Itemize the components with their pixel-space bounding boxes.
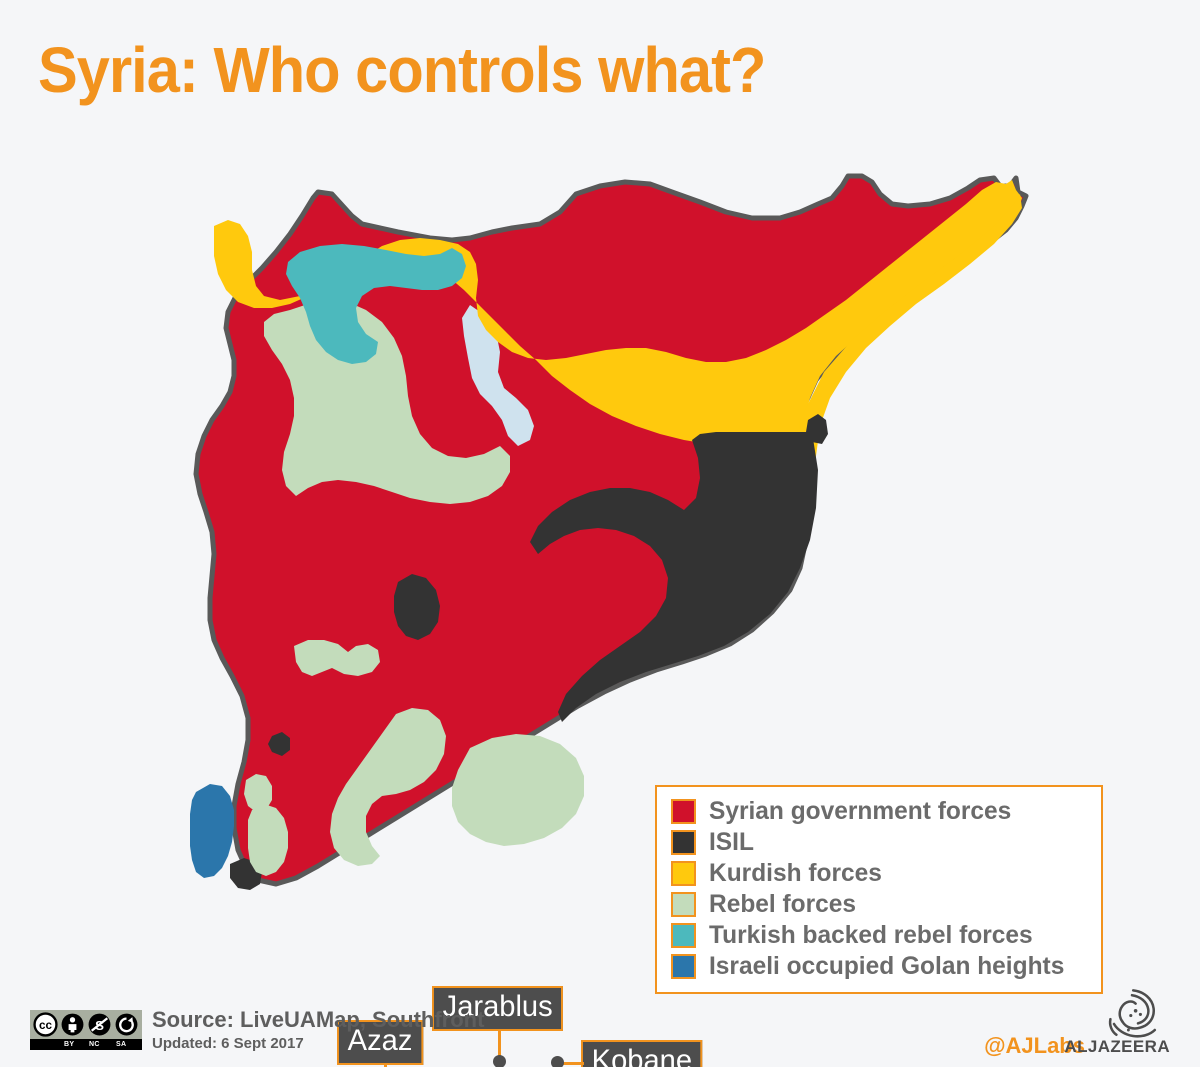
legend-item-rebel-forces: Rebel forces bbox=[671, 889, 1091, 920]
svg-text:cc: cc bbox=[39, 1019, 53, 1032]
cc-icon-group: cc S bbox=[30, 1010, 142, 1037]
city-label-jarablus[interactable]: Jarablus bbox=[432, 986, 564, 1031]
city-dot-kobane bbox=[551, 1056, 564, 1067]
legend-label-israeli-occupied-golan-heights: Israeli occupied Golan heights bbox=[709, 952, 1065, 980]
cc-band-by: BY bbox=[64, 1041, 75, 1048]
region-kurdish-northeast bbox=[798, 194, 1022, 540]
legend: Syrian government forces ISIL Kurdish fo… bbox=[655, 785, 1103, 994]
region-rebel-southeast-blob bbox=[452, 734, 584, 846]
legend-label-turkish-backed-rebel-forces: Turkish backed rebel forces bbox=[709, 921, 1033, 949]
legend-label-isil: ISIL bbox=[709, 828, 754, 856]
leader-line-azaz bbox=[384, 1064, 387, 1067]
syria-control-map: Jarablus Azaz Kobane Al Bab Manbij bbox=[0, 120, 1200, 1067]
cc-license-band: BY NC SA bbox=[30, 1039, 142, 1050]
creative-commons-icon: cc bbox=[33, 1012, 58, 1037]
cc-band-sa: SA bbox=[116, 1041, 127, 1048]
legend-item-israeli-occupied-golan-heights: Israeli occupied Golan heights bbox=[671, 951, 1091, 982]
cc-nc-noncommercial-icon: S bbox=[88, 1013, 111, 1036]
region-kurdish-forces bbox=[214, 180, 1022, 446]
creative-commons-badge: cc S bbox=[30, 1010, 142, 1050]
leader-line-jarablus bbox=[498, 1030, 501, 1062]
legend-item-isil: ISIL bbox=[671, 827, 1091, 858]
ajlabs-handle: @AJLabs bbox=[984, 1033, 1085, 1058]
region-rebel-golan-edge bbox=[248, 804, 288, 876]
region-rebel-coast-strip bbox=[244, 774, 272, 812]
region-rebel-south bbox=[330, 708, 446, 866]
legend-label-rebel-forces: Rebel forces bbox=[709, 890, 857, 918]
legend-label-kurdish-forces: Kurdish forces bbox=[709, 859, 882, 887]
aljazeera-branding: @AJLabs ALJAZEERA bbox=[984, 989, 1178, 1067]
legend-label-syrian-government-forces: Syrian government forces bbox=[709, 797, 1012, 825]
legend-swatch-rebel-forces bbox=[671, 892, 696, 917]
legend-swatch-isil bbox=[671, 830, 696, 855]
legend-item-syrian-government-forces: Syrian government forces bbox=[671, 796, 1091, 827]
region-golan-heights bbox=[190, 784, 234, 878]
river-euphrates bbox=[462, 305, 534, 446]
footer: cc S bbox=[0, 989, 1200, 1067]
region-isil-homs-pocket bbox=[394, 574, 440, 640]
region-turkish-backed-rebels bbox=[286, 244, 466, 364]
map-regions bbox=[190, 173, 1029, 890]
legend-swatch-turkish-backed-rebel-forces bbox=[671, 923, 696, 948]
region-isil-coast-pocket bbox=[268, 732, 290, 756]
cc-sa-sharealike-icon bbox=[115, 1013, 138, 1036]
cc-by-attribution-icon bbox=[61, 1013, 84, 1036]
leader-line-kobane bbox=[560, 1062, 584, 1065]
aljazeera-logo-icon bbox=[1108, 989, 1157, 1038]
region-isil-ne-strip bbox=[806, 414, 828, 444]
city-label-kobane[interactable]: Kobane bbox=[581, 1040, 703, 1067]
legend-swatch-israeli-occupied-golan-heights bbox=[671, 954, 696, 979]
region-rebel-hama-pocket bbox=[294, 640, 380, 676]
page-title: Syria: Who controls what? bbox=[38, 34, 766, 106]
legend-item-turkish-backed-rebel-forces: Turkish backed rebel forces bbox=[671, 920, 1091, 951]
map-svg bbox=[190, 173, 1029, 890]
legend-swatch-kurdish-forces bbox=[671, 861, 696, 886]
legend-item-kurdish-forces: Kurdish forces bbox=[671, 858, 1091, 889]
legend-swatch-syrian-government-forces bbox=[671, 799, 696, 824]
cc-band-nc: NC bbox=[89, 1041, 100, 1048]
city-dot-jarablus bbox=[493, 1055, 506, 1067]
city-label-azaz[interactable]: Azaz bbox=[337, 1020, 424, 1065]
source-text: Source: LiveUAMap, Southfront bbox=[152, 1007, 485, 1032]
updated-text: Updated: 6 Sept 2017 bbox=[152, 1035, 304, 1052]
region-isil bbox=[530, 432, 818, 722]
aljazeera-wordmark: ALJAZEERA bbox=[1064, 1037, 1170, 1056]
